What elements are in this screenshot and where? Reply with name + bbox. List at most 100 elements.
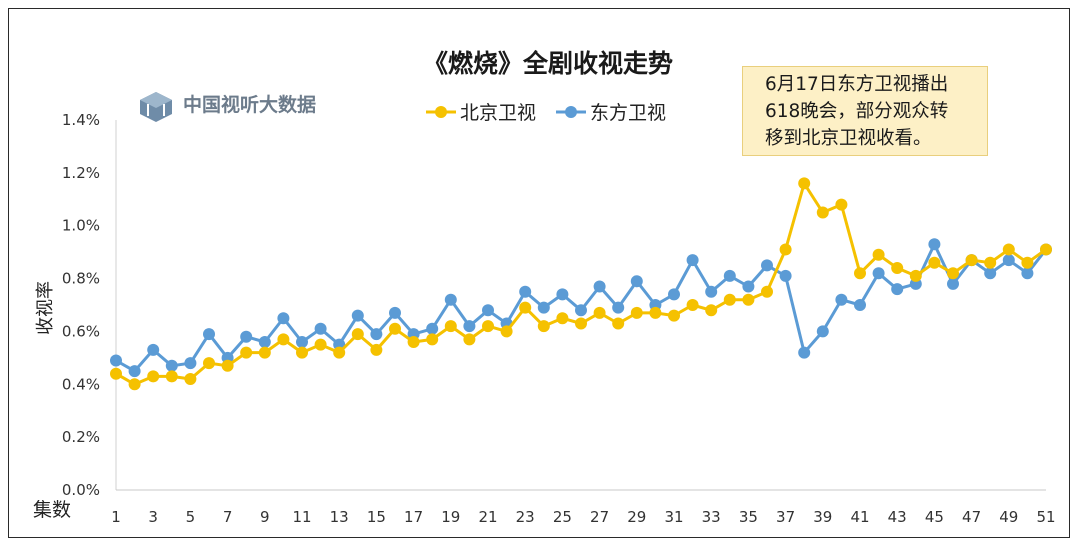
y-tick-label: 1.2% xyxy=(62,164,100,182)
data-point xyxy=(1021,256,1034,269)
data-point xyxy=(389,306,401,319)
data-point xyxy=(612,301,625,314)
data-point xyxy=(258,346,271,359)
data-point xyxy=(723,293,736,306)
x-tick-label: 35 xyxy=(739,508,758,526)
data-point xyxy=(463,333,476,346)
data-point xyxy=(705,285,718,298)
data-point xyxy=(258,336,271,348)
x-tick-label: 15 xyxy=(367,508,386,526)
x-tick-label: 45 xyxy=(925,508,944,526)
x-tick-label: 7 xyxy=(223,508,233,526)
data-point xyxy=(928,238,941,251)
legend-item: 东方卫视 xyxy=(556,102,666,124)
data-point xyxy=(612,317,625,330)
x-tick-label: 39 xyxy=(813,508,832,526)
legend-swatch-marker xyxy=(565,106,577,118)
data-point xyxy=(947,267,959,280)
data-point xyxy=(1002,254,1015,267)
data-point xyxy=(649,306,662,319)
data-point xyxy=(110,367,122,380)
legend-label: 北京卫视 xyxy=(460,102,536,124)
data-point xyxy=(668,309,680,322)
data-point xyxy=(1002,243,1015,256)
x-tick-label: 3 xyxy=(148,508,158,526)
x-tick-label: 43 xyxy=(888,508,907,526)
data-point xyxy=(854,299,866,311)
series-layer xyxy=(110,177,1052,391)
series-beijing xyxy=(110,177,1052,391)
x-tick-label: 25 xyxy=(553,508,572,526)
cvb-logo-icon xyxy=(140,92,172,122)
data-point xyxy=(407,336,420,348)
x-tick-label: 29 xyxy=(627,508,646,526)
data-point xyxy=(128,378,141,391)
data-point xyxy=(221,359,234,372)
series-dongfang xyxy=(110,238,1052,378)
data-point xyxy=(537,320,550,333)
data-point xyxy=(965,254,978,267)
x-tick-label: 27 xyxy=(590,508,609,526)
data-point xyxy=(947,277,959,290)
data-point xyxy=(444,293,457,306)
legend-item: 北京卫视 xyxy=(426,102,536,124)
y-tick-label: 0.6% xyxy=(62,322,100,340)
data-point xyxy=(240,346,253,359)
chart-title: 《燃烧》全剧收视走势 xyxy=(423,49,673,78)
data-point xyxy=(556,312,569,325)
data-point xyxy=(686,254,699,267)
brand-logo: 中国视听大数据 xyxy=(140,92,316,122)
data-point xyxy=(165,370,178,383)
x-tick-label: 37 xyxy=(776,508,795,526)
series-line xyxy=(115,181,1047,386)
data-point xyxy=(110,354,122,367)
data-point xyxy=(798,177,811,190)
x-tick-label: 49 xyxy=(999,508,1018,526)
data-point xyxy=(389,322,401,335)
y-tick-label: 1.0% xyxy=(62,217,100,235)
data-point xyxy=(482,320,494,333)
x-tick-label: 5 xyxy=(186,508,196,526)
data-point xyxy=(779,243,792,256)
y-tick-label: 0.8% xyxy=(62,270,100,288)
data-point xyxy=(984,267,997,280)
data-point xyxy=(314,322,327,335)
data-point xyxy=(1040,243,1052,256)
data-point xyxy=(426,322,439,335)
data-point xyxy=(351,309,364,322)
annotation-box: 6月17日东方卫视播出 618晚会，部分观众转 移到北京卫视收看。 xyxy=(742,66,988,156)
data-point xyxy=(519,301,532,314)
data-point xyxy=(742,280,755,293)
annotation-line: 移到北京卫视收看。 xyxy=(765,128,932,149)
data-point xyxy=(761,259,773,272)
data-point xyxy=(593,280,606,293)
data-point xyxy=(165,359,178,372)
data-point xyxy=(426,333,439,346)
data-point xyxy=(835,198,848,211)
x-tick-label: 11 xyxy=(292,508,311,526)
x-tick-label: 47 xyxy=(962,508,981,526)
x-tick-label: 51 xyxy=(1036,508,1055,526)
data-point xyxy=(128,365,141,378)
annotation-line: 6月17日东方卫视播出 xyxy=(765,74,949,95)
x-tick-label: 17 xyxy=(404,508,423,526)
x-tick-label: 31 xyxy=(664,508,683,526)
data-point xyxy=(296,346,308,359)
x-tick-label: 23 xyxy=(516,508,535,526)
legend-label: 东方卫视 xyxy=(590,102,666,124)
y-tick-label: 0.2% xyxy=(62,428,100,446)
brand-name: 中国视听大数据 xyxy=(183,93,316,116)
data-point xyxy=(147,343,160,356)
data-point xyxy=(891,283,904,296)
x-tick-label: 33 xyxy=(702,508,721,526)
x-tick-label: 9 xyxy=(260,508,270,526)
data-point xyxy=(370,343,383,356)
data-point xyxy=(891,262,904,274)
data-point xyxy=(798,346,811,359)
data-point xyxy=(835,293,848,306)
data-point xyxy=(482,304,494,317)
data-point xyxy=(668,288,680,301)
data-point xyxy=(370,328,383,341)
data-point xyxy=(147,370,160,383)
data-point xyxy=(351,328,364,341)
